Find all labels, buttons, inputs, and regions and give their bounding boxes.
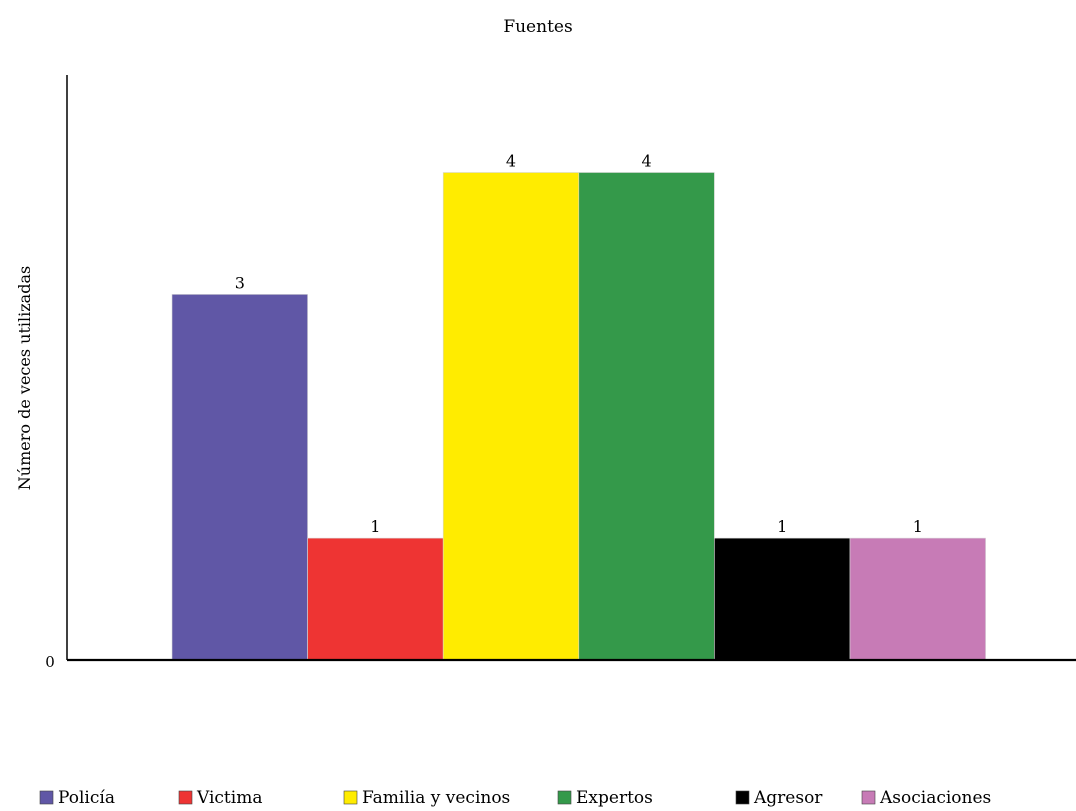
data-label: 3 xyxy=(235,273,245,292)
bar xyxy=(849,537,986,661)
data-label: 1 xyxy=(777,517,787,536)
legend-label: Expertos xyxy=(576,788,653,808)
legend-swatch xyxy=(735,790,750,805)
legend-swatch xyxy=(39,790,54,805)
bar xyxy=(307,537,444,661)
y-tick-label: 0 xyxy=(45,653,55,671)
legend: Policía Victima Familia y vecinos Expertos A… xyxy=(39,788,991,808)
legend-swatch xyxy=(557,790,572,805)
data-label-background xyxy=(497,150,525,172)
chart-title: Fuentes xyxy=(503,17,572,37)
data-label: 4 xyxy=(506,152,516,171)
data-label-background xyxy=(768,516,797,538)
legend-label: Policía xyxy=(58,788,115,808)
legend-swatch xyxy=(343,790,358,805)
legend-label: Victima xyxy=(196,788,262,808)
data-label-background xyxy=(361,516,390,538)
legend-swatch xyxy=(178,790,193,805)
bar xyxy=(578,172,715,661)
bar xyxy=(714,537,851,661)
legend-label: Familia y vecinos xyxy=(362,788,510,808)
data-label-background xyxy=(632,150,661,172)
data-label: 4 xyxy=(642,152,652,171)
legend-swatch xyxy=(861,790,876,805)
data-labels-group: 3 1 4 4 1 1 xyxy=(225,150,932,538)
legend-label: Asociaciones xyxy=(879,788,991,808)
bar xyxy=(171,294,308,661)
data-label: 1 xyxy=(370,517,380,536)
data-label-background xyxy=(903,516,932,538)
legend-label: Agresor xyxy=(753,788,823,808)
data-label-background xyxy=(225,272,254,294)
y-axis-label: Número de veces utilizadas xyxy=(15,266,34,490)
bar xyxy=(442,172,580,661)
data-label: 1 xyxy=(913,517,923,536)
bars-group xyxy=(171,172,986,661)
